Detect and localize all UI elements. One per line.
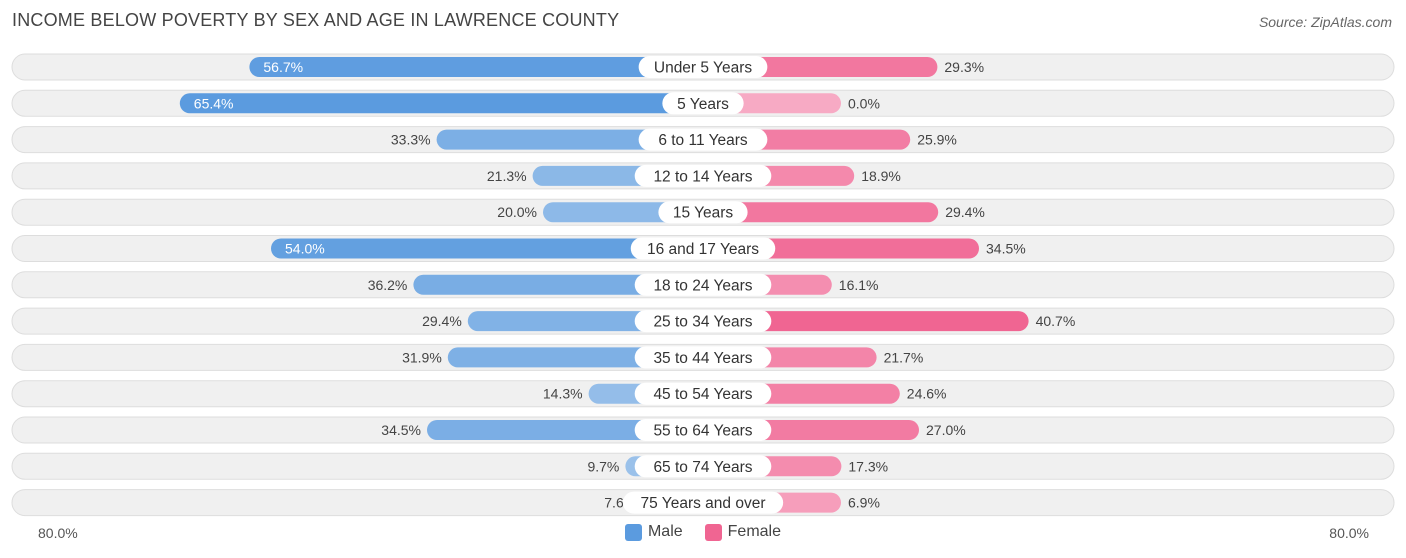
category-label: 12 to 14 Years (653, 168, 752, 185)
category-pill (638, 128, 768, 151)
male-value-label: 33.3% (391, 132, 431, 148)
category-label: Under 5 Years (654, 60, 752, 77)
legend-item-male: Male (624, 523, 683, 541)
female-value-label: 34.5% (986, 241, 1026, 257)
category-pill (634, 164, 772, 187)
female-value-label: 17.3% (848, 458, 888, 474)
category-pill (634, 273, 772, 296)
male-bar (179, 93, 704, 114)
legend-female-label: Female (727, 523, 782, 540)
male-bar (271, 238, 703, 259)
source-credit: Source: ZipAtlas.com (1258, 14, 1392, 30)
male-value-label: 14.3% (543, 386, 583, 402)
female-value-label: 18.9% (861, 168, 901, 184)
category-pill (634, 310, 772, 333)
female-bar (703, 311, 1029, 332)
female-value-label: 27.0% (926, 422, 966, 438)
male-value-label: 54.0% (285, 241, 325, 257)
male-value-label: 29.4% (422, 313, 462, 329)
male-bar (249, 57, 703, 77)
category-label: 15 Years (673, 205, 734, 222)
male-value-label: 65.4% (194, 95, 234, 111)
category-pill (634, 455, 772, 478)
axis-left-label: 80.0% (38, 525, 78, 541)
male-value-label: 56.7% (263, 59, 303, 75)
category-label: 18 to 24 Years (653, 277, 752, 294)
female-swatch-icon (704, 523, 722, 541)
male-bar (413, 274, 703, 295)
category-pill (634, 419, 772, 441)
male-value-label: 36.2% (368, 277, 408, 293)
category-label: 6 to 11 Years (658, 132, 748, 149)
female-value-label: 29.3% (944, 59, 984, 75)
male-bar (436, 129, 703, 150)
category-label: 5 Years (677, 96, 729, 113)
male-value-label: 20.0% (497, 204, 537, 220)
category-pill (662, 92, 744, 115)
category-label: 16 and 17 Years (647, 241, 759, 258)
category-pill (658, 201, 748, 224)
female-value-label: 16.1% (839, 277, 879, 293)
category-pill (638, 56, 768, 78)
male-value-label: 9.7% (587, 458, 619, 474)
category-label: 75 Years and over (641, 495, 766, 512)
category-pill (634, 382, 772, 405)
category-label: 55 to 64 Years (653, 423, 752, 440)
female-value-label: 6.9% (848, 495, 880, 511)
female-value-label: 29.4% (945, 204, 985, 220)
legend-item-female: Female (704, 523, 782, 541)
chart-title: INCOME BELOW POVERTY BY SEX AND AGE IN L… (12, 10, 620, 30)
male-swatch-icon (624, 523, 642, 541)
male-value-label: 34.5% (381, 422, 421, 438)
female-value-label: 21.7% (884, 349, 924, 365)
category-pill (630, 237, 776, 260)
female-value-label: 40.7% (1036, 313, 1076, 329)
female-value-label: 0.0% (848, 95, 880, 111)
legend-male-label: Male (647, 523, 683, 540)
category-pill (634, 346, 772, 369)
axis-right-label: 80.0% (1329, 525, 1369, 541)
legend: Male Female (0, 523, 1406, 541)
male-bar (427, 420, 703, 440)
female-bar (703, 202, 939, 223)
poverty-chart: 56.7% 29.3% Under 5 Years 65.4% 0.0% 5 Years 3… (11, 53, 1395, 517)
male-value-label: 21.3% (487, 168, 527, 184)
category-pill (622, 491, 784, 514)
category-label: 45 to 54 Years (653, 386, 752, 403)
female-value-label: 24.6% (907, 386, 947, 402)
male-value-label: 31.9% (402, 349, 442, 365)
female-value-label: 25.9% (917, 132, 957, 148)
category-label: 25 to 34 Years (653, 314, 752, 331)
category-label: 65 to 74 Years (653, 459, 752, 476)
category-label: 35 to 44 Years (653, 350, 752, 367)
